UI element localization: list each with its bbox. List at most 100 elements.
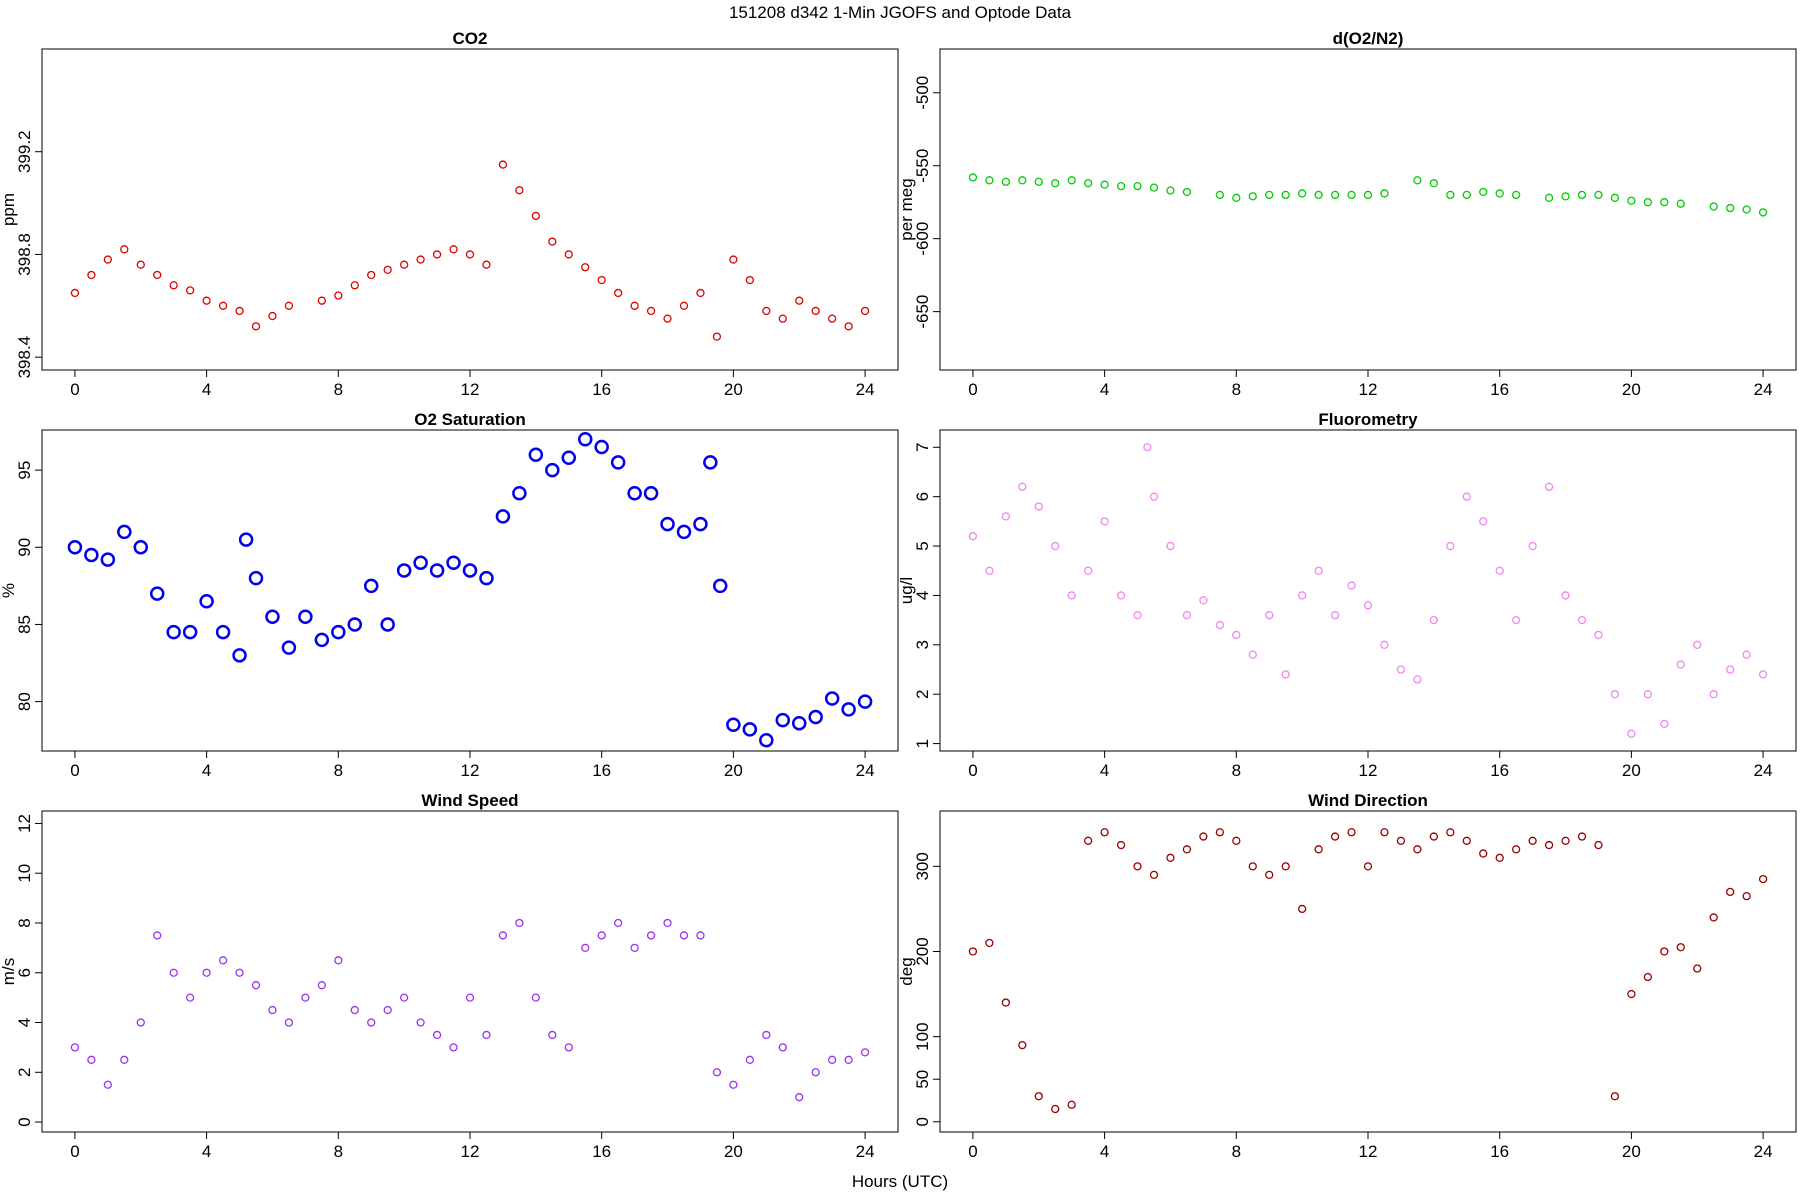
o2sat-point: [759, 732, 774, 748]
fluor-point: [1479, 517, 1488, 526]
co2-point: [646, 306, 656, 316]
windspeed-ytick-label: 0: [15, 1117, 34, 1126]
winddir-point: [1726, 887, 1735, 897]
o2sat-point: [627, 486, 642, 501]
co2-point: [87, 270, 96, 280]
windspeed-point: [367, 1018, 376, 1027]
co2-point: [531, 211, 540, 221]
do2n2-point: [1149, 183, 1159, 192]
fluor-point: [1627, 729, 1636, 738]
winddir-point: [1396, 836, 1406, 845]
do2n2-point: [1265, 190, 1274, 200]
do2n2-point: [1758, 208, 1768, 217]
windspeed-point: [696, 931, 705, 940]
o2sat-point: [67, 540, 83, 555]
winddir-point: [1495, 853, 1504, 862]
windspeed-point: [581, 943, 590, 953]
co2-point: [416, 255, 425, 264]
do2n2-point: [1298, 189, 1307, 198]
windspeed-xtick-label: 0: [70, 1142, 79, 1161]
do2n2-title: d(O2/N2): [1333, 29, 1404, 48]
fluor-xtick-label: 16: [1490, 761, 1509, 780]
windspeed-point: [745, 1055, 754, 1064]
windspeed-point: [350, 1005, 359, 1015]
co2-point: [235, 306, 244, 316]
do2n2-point: [1479, 187, 1488, 197]
do2n2-xtick-label: 4: [1100, 380, 1109, 399]
fluor-point: [1116, 591, 1126, 600]
co2-point: [811, 306, 820, 316]
o2sat-ytick-label: 80: [15, 692, 34, 711]
do2n2-point: [1676, 199, 1685, 208]
fluor-point: [1709, 690, 1718, 699]
windspeed-point: [828, 1055, 837, 1064]
o2sat-point: [396, 563, 412, 578]
windspeed-xtick-label: 8: [334, 1142, 343, 1161]
o2sat-point: [726, 717, 741, 733]
o2sat-xtick-label: 20: [724, 761, 743, 780]
winddir-point: [1281, 862, 1290, 871]
winddir-point: [1528, 836, 1537, 845]
windspeed-ytick-label: 8: [15, 918, 34, 927]
windspeed-point: [498, 931, 508, 940]
co2-point: [482, 260, 491, 269]
windspeed-point: [860, 1048, 870, 1057]
do2n2-panel: d(O2/N2) per meg 0 4 8 12 16 20 24 -650 -600 -550 -5…: [897, 29, 1797, 399]
o2sat-point: [182, 624, 198, 640]
co2-point: [218, 301, 228, 310]
o2sat-xtick-label: 8: [334, 761, 343, 780]
windspeed-point: [251, 981, 261, 990]
do2n2-point: [1001, 177, 1010, 186]
windspeed-xtick-label: 12: [461, 1142, 480, 1161]
fluor-point: [985, 566, 994, 575]
winddir-xtick-label: 16: [1490, 1142, 1509, 1161]
co2-series: [70, 160, 870, 341]
fluor-point: [1232, 630, 1241, 640]
do2n2-xtick-label: 16: [1490, 380, 1509, 399]
windspeed-point: [120, 1055, 129, 1064]
windspeed-ytick-label: 6: [15, 968, 34, 977]
winddir-ytick-label: 300: [913, 852, 932, 880]
windspeed-series: [70, 918, 870, 1102]
fluor-point: [1182, 611, 1192, 620]
winddir-xtick-label: 20: [1622, 1142, 1641, 1161]
co2-point: [400, 260, 409, 269]
winddir-point: [1594, 840, 1603, 850]
co2-point: [350, 281, 359, 290]
o2sat-point: [528, 447, 544, 462]
co2-xtick-label: 20: [724, 380, 743, 399]
winddir-point: [1429, 832, 1438, 841]
fluor-xtick-label: 20: [1622, 761, 1641, 780]
windspeed-point: [762, 1030, 771, 1040]
o2sat-point: [479, 570, 494, 586]
co2-point: [515, 186, 524, 195]
do2n2-point: [1495, 189, 1504, 198]
winddir-point: [1215, 828, 1224, 837]
winddir-xtick-label: 4: [1100, 1142, 1109, 1161]
winddir-point: [1199, 832, 1208, 841]
do2n2-xtick-label: 20: [1622, 380, 1641, 399]
fluor-point: [1758, 670, 1768, 679]
do2n2-point: [1577, 190, 1587, 200]
fluor-point: [1215, 620, 1224, 630]
winddir-xtick-label: 0: [968, 1142, 977, 1161]
o2sat-ytick-label: 90: [15, 538, 34, 557]
winddir-point: [1544, 840, 1554, 850]
co2-title: CO2: [453, 29, 488, 48]
fluor-point: [1347, 581, 1356, 590]
fluor-ytick-label: 1: [913, 739, 932, 748]
windspeed-ylabel: m/s: [0, 958, 18, 985]
co2-point: [597, 275, 606, 285]
co2-point: [614, 288, 623, 298]
winddir-xtick-label: 8: [1232, 1142, 1241, 1161]
o2sat-point: [676, 524, 692, 540]
o2sat-point: [265, 609, 280, 624]
windspeed-point: [284, 1018, 294, 1027]
windspeed-point: [597, 931, 606, 940]
fluor-ytick-label: 7: [913, 443, 932, 452]
windspeed-ytick-label: 2: [15, 1068, 34, 1077]
fluor-point: [1544, 482, 1554, 491]
winddir-point: [1462, 836, 1471, 845]
co2-panel: CO2 ppm 0 4 8 12 16 20 24 398.4 398.8 399.2: [0, 29, 899, 399]
do2n2-point: [1742, 205, 1751, 214]
